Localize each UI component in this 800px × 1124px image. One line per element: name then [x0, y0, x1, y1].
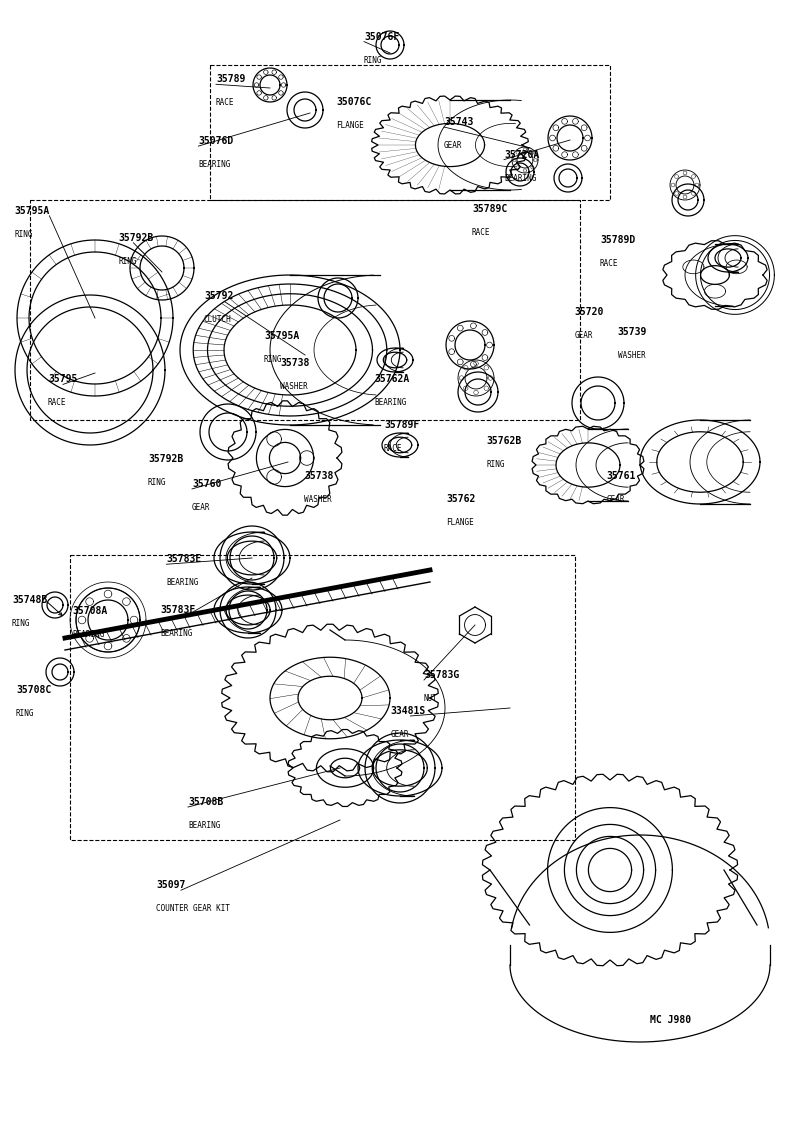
Text: 35708A: 35708A	[72, 606, 107, 616]
Text: 35762: 35762	[446, 493, 476, 504]
Text: 35795: 35795	[48, 374, 78, 384]
Text: RING: RING	[12, 618, 30, 627]
Text: 35760: 35760	[192, 479, 222, 489]
Text: RACE: RACE	[216, 98, 234, 107]
Text: 35708B: 35708B	[188, 797, 223, 807]
Text: 35097: 35097	[156, 880, 186, 890]
Text: GEAR: GEAR	[444, 140, 462, 149]
Text: RACE: RACE	[600, 259, 618, 268]
Text: RING: RING	[148, 478, 166, 487]
Text: GEAR: GEAR	[192, 502, 210, 511]
Text: 33481S: 33481S	[390, 706, 426, 716]
Text: 35762B: 35762B	[486, 436, 522, 446]
Text: GEAR: GEAR	[574, 330, 593, 339]
Text: 35783F: 35783F	[160, 605, 195, 615]
Text: 35792: 35792	[204, 291, 234, 301]
Text: RING: RING	[118, 256, 137, 265]
Text: 35739: 35739	[618, 327, 647, 337]
Text: BEARING: BEARING	[374, 398, 406, 407]
Text: COUNTER GEAR KIT: COUNTER GEAR KIT	[156, 904, 230, 913]
Text: BEARING: BEARING	[166, 578, 198, 587]
Text: 35795A: 35795A	[14, 206, 50, 216]
Text: BEARING: BEARING	[72, 629, 104, 638]
Text: RING: RING	[16, 708, 34, 717]
Text: FLANGE: FLANGE	[336, 120, 364, 129]
Text: NUT: NUT	[424, 694, 438, 702]
Text: BEARING: BEARING	[504, 173, 536, 182]
Text: GEAR: GEAR	[606, 495, 625, 504]
Text: 35076F: 35076F	[364, 31, 399, 42]
Text: WASHER: WASHER	[618, 351, 646, 360]
Text: RING: RING	[14, 229, 33, 238]
Text: BEARING: BEARING	[188, 821, 220, 830]
Text: MC J980: MC J980	[650, 1015, 690, 1025]
Text: BEARING: BEARING	[198, 160, 230, 169]
Text: 35748B: 35748B	[12, 595, 47, 605]
Text: WASHER: WASHER	[304, 495, 332, 504]
Text: 35795A: 35795A	[264, 330, 299, 341]
Text: 35789F: 35789F	[384, 420, 419, 430]
Text: BEARING: BEARING	[160, 628, 192, 637]
Text: 35792B: 35792B	[148, 454, 183, 464]
Text: 35708C: 35708C	[16, 685, 51, 695]
Text: 35720A: 35720A	[504, 149, 539, 160]
Text: WASHER: WASHER	[280, 381, 308, 390]
Text: FLANGE: FLANGE	[446, 517, 474, 526]
Text: 35789C: 35789C	[472, 203, 507, 214]
Text: GEAR: GEAR	[390, 729, 409, 738]
Text: 35743: 35743	[444, 117, 474, 127]
Text: 35076C: 35076C	[336, 97, 371, 107]
Text: RACE: RACE	[48, 398, 66, 407]
Text: 35738: 35738	[280, 357, 310, 368]
Text: RACE: RACE	[384, 444, 402, 453]
Text: 35762A: 35762A	[374, 374, 410, 384]
Text: 35761: 35761	[606, 471, 636, 481]
Text: 35720: 35720	[574, 307, 604, 317]
Text: 35789D: 35789D	[600, 235, 635, 245]
Text: RING: RING	[364, 55, 382, 64]
Text: 35789: 35789	[216, 74, 246, 84]
Text: RING: RING	[486, 460, 505, 469]
Text: 35783G: 35783G	[424, 670, 459, 680]
Text: 35792B: 35792B	[118, 233, 154, 243]
Text: 35783E: 35783E	[166, 554, 202, 564]
Text: RING: RING	[264, 354, 282, 363]
Text: RACE: RACE	[472, 227, 490, 236]
Text: 35738: 35738	[304, 471, 334, 481]
Text: CLUTCH: CLUTCH	[204, 315, 232, 324]
Text: 35076D: 35076D	[198, 136, 234, 146]
